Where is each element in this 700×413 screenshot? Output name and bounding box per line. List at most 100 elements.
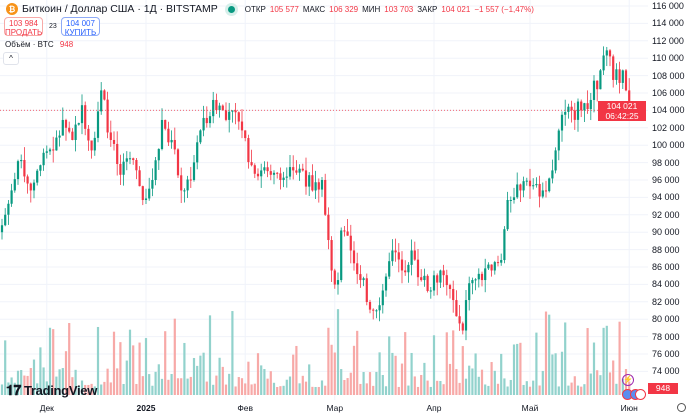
candle-body [519,184,522,191]
candle-body [416,259,420,278]
candle-body [560,114,564,131]
volume-bar [519,342,522,395]
volume-bar [167,379,170,395]
candle-body [356,263,359,275]
candle-body [340,230,343,281]
volume-bar [52,329,55,395]
volume-bar [471,368,474,395]
volume-bar [20,370,23,395]
volume-bar [426,380,429,395]
time-axis-label: 2025 [136,403,156,413]
bitcoin-icon: ₿ [6,3,18,15]
candle-body [80,105,84,124]
candle-body [148,188,151,199]
volume-bar [260,365,263,395]
candle-body [4,214,7,226]
candle-body [87,128,90,141]
volume-bar [532,380,535,395]
volume-bar [103,381,106,395]
candle-body [400,259,404,271]
candle-body [154,160,157,180]
candle-body [260,170,263,177]
volume-bar [324,385,327,395]
volume-bar [272,382,276,395]
volume-bar [458,382,461,395]
candle-body [496,262,500,264]
candle-body [480,273,484,281]
candle-body [471,280,474,284]
tradingview-logo-icon: 𝟏𝟕 [6,382,21,398]
volume-bar [464,378,468,395]
volume-bar [240,378,244,395]
candle-body [320,180,324,190]
candle-body [362,278,365,281]
candle-body [583,103,586,111]
candle-body [544,190,548,192]
volume-bar [557,386,560,395]
volume-bar [237,377,240,395]
volume-bar [84,384,87,395]
candle-body [173,139,176,150]
tradingview-logo[interactable]: 𝟏𝟕 TradingView [6,382,97,399]
price-axis-label: 96 000 [652,175,680,185]
volume-bar [420,374,423,395]
volume-bar [276,386,279,395]
volume-bar [48,327,52,395]
candle-body [618,69,621,83]
candle-body [90,140,93,151]
candle-body [429,290,432,292]
symbol-title[interactable]: Биткоин / Доллар США · 1Д · BITSTAMP [22,3,218,15]
candle-body [474,279,477,281]
candle-body [573,110,576,120]
volume-bar [144,338,148,395]
settings-icon[interactable] [677,403,686,412]
volume-bar [455,369,458,395]
volume-bar [122,384,125,395]
volume-bar [365,383,368,395]
volume-bar [375,371,378,395]
candle-body [477,273,480,280]
candle-body [381,290,384,306]
volume-bar [480,369,484,395]
candle-body [170,139,173,143]
candle-body [311,175,314,191]
candle-body [602,55,605,71]
volume-bar [442,384,445,395]
collapse-button[interactable]: ^ [3,52,19,65]
volume-bar [308,364,311,395]
volume-bar [509,379,512,395]
sell-button[interactable]: 103 984 ПРОДАТЬ [4,17,43,37]
current-price: 104 021 [606,101,638,111]
candle-body [394,250,397,253]
volume-bar [311,386,314,395]
volume-bar [125,360,128,395]
volume-bar [61,368,64,395]
candle-body [0,225,4,233]
candle-body [234,110,237,113]
candle-body [538,183,541,197]
candle-body [7,203,10,215]
volume-bar [349,372,352,395]
volume-bar [269,371,272,395]
volume-bar [119,342,122,395]
volume-bar [612,360,615,395]
volume-bar [109,382,112,395]
volume-bar [608,372,612,395]
lightning-event-icon[interactable]: ⚡ [622,374,634,386]
candle-body [106,99,109,133]
volume-bar [538,385,541,395]
candle-body [176,149,180,176]
candle-body [231,110,234,112]
volume-bar [96,326,100,395]
candle-body [23,159,26,177]
buy-label: КУПИТЬ [64,28,97,37]
buy-button[interactable]: 104 007 КУПИТЬ [61,17,100,37]
candle-body [84,105,87,129]
volume-bar [32,359,36,395]
candle-body [439,270,442,283]
volume-bar [496,383,500,395]
us-event-flags-icon[interactable] [622,389,646,400]
candle-body [103,90,106,100]
volume-bar [493,370,496,395]
price-chart[interactable] [0,0,648,400]
